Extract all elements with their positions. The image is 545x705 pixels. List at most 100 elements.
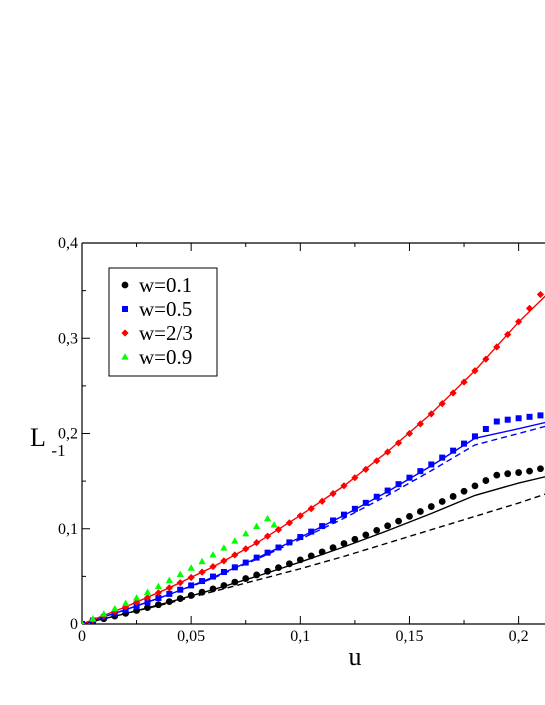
legend-label-1: w=0.1: [139, 273, 192, 297]
data-point: [384, 487, 391, 494]
x-axis-title: u: [349, 642, 362, 671]
data-point: [340, 482, 348, 490]
data-point: [471, 482, 479, 490]
data-point: [340, 540, 348, 547]
data-point: [482, 477, 490, 484]
legend-marker-4: [121, 353, 129, 360]
data-point: [537, 412, 544, 419]
data-point: [394, 439, 403, 447]
data-point: [384, 522, 392, 530]
data-point: [384, 448, 392, 456]
data-point: [198, 557, 206, 565]
data-point: [263, 532, 272, 540]
data-point: [275, 544, 282, 551]
data-point: [253, 522, 261, 529]
data-point: [515, 415, 522, 422]
data-point: [362, 499, 369, 506]
data-point: [482, 355, 490, 363]
data-point: [537, 465, 544, 473]
data-point: [319, 523, 326, 530]
data-point: [308, 528, 315, 535]
x-tick-label: 0,05: [177, 628, 205, 645]
legend-label-4: w=0.9: [139, 345, 192, 369]
series-4: [82, 514, 278, 624]
data-point: [187, 592, 195, 599]
data-point: [143, 594, 152, 602]
data-point: [427, 503, 435, 510]
data-point: [165, 576, 173, 584]
data-point: [285, 519, 293, 527]
data-point: [449, 389, 457, 397]
data-point: [100, 610, 108, 617]
data-point: [471, 367, 479, 375]
data-point: [198, 588, 206, 596]
fit-line-dashed: [82, 493, 545, 624]
data-point: [362, 465, 370, 474]
data-point: [438, 399, 446, 408]
data-point: [329, 490, 337, 498]
data-point: [242, 545, 250, 553]
data-point: [416, 508, 424, 515]
data-point: [318, 548, 326, 556]
y-axis-title-main: L: [30, 423, 45, 452]
x-tick-label: 0,1: [290, 628, 310, 645]
data-point: [493, 343, 501, 351]
data-point: [231, 578, 239, 586]
fit-line-solid: [82, 476, 545, 624]
data-point: [439, 454, 446, 461]
data-point: [493, 418, 500, 425]
data-point: [209, 573, 216, 580]
data-point: [340, 511, 347, 518]
data-point: [351, 505, 358, 512]
y-tick-label: 0: [70, 616, 78, 633]
x-tick-label: 0,2: [509, 628, 529, 645]
data-point: [275, 564, 282, 572]
data-point: [188, 582, 195, 589]
fit-line-solid: [82, 421, 545, 624]
data-point: [209, 562, 217, 571]
data-point: [438, 498, 446, 505]
data-point: [89, 615, 97, 622]
data-point: [220, 568, 227, 575]
data-point: [154, 589, 163, 597]
data-point: [220, 557, 228, 565]
data-point: [330, 517, 337, 524]
data-point: [373, 493, 380, 500]
data-point: [253, 571, 261, 579]
data-point: [449, 493, 457, 500]
data-point: [166, 590, 173, 597]
data-point: [231, 537, 239, 544]
legend-marker-1: [121, 281, 129, 289]
data-point: [515, 469, 523, 476]
data-point: [220, 544, 228, 551]
data-point: [450, 447, 457, 454]
data-point: [187, 573, 195, 582]
data-point: [242, 575, 250, 582]
data-point: [297, 534, 304, 541]
data-point: [395, 481, 402, 488]
data-point: [428, 461, 435, 468]
axes: [81, 242, 545, 625]
data-point: [270, 521, 278, 528]
y-tick-label: 0,4: [58, 235, 78, 252]
data-point: [362, 531, 370, 539]
data-point: [231, 564, 238, 571]
y-tick-label: 0,3: [58, 330, 78, 347]
data-point: [155, 601, 162, 609]
data-point: [176, 595, 184, 602]
data-point: [264, 549, 271, 556]
data-point: [461, 440, 468, 447]
data-point: [296, 556, 304, 564]
y-axis-title: L -1: [30, 423, 66, 460]
data-series: [82, 290, 545, 624]
data-point: [199, 578, 206, 585]
data-point: [231, 551, 239, 559]
data-point: [504, 330, 512, 339]
data-point: [526, 467, 533, 475]
x-tick-label: 0: [78, 628, 86, 645]
data-point: [482, 426, 489, 433]
data-point: [176, 570, 184, 577]
data-point: [111, 604, 119, 612]
data-point: [373, 526, 381, 534]
